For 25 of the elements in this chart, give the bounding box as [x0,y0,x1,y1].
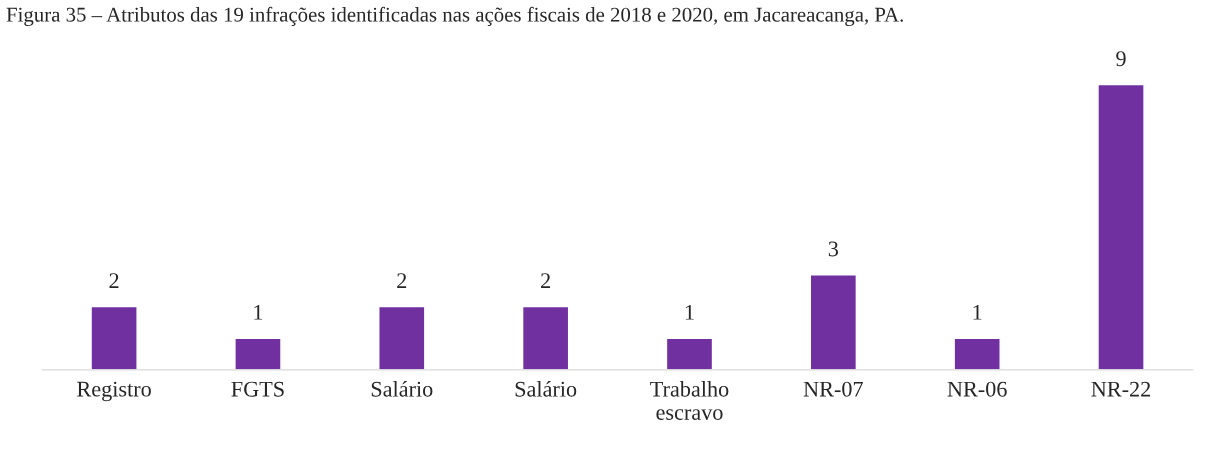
data-label: 1 [254,304,263,320]
bar [234,337,282,370]
bar [90,305,138,370]
x-tick-label: NR-22 [1091,381,1151,397]
bar [665,337,714,370]
data-label: 3 [828,241,839,257]
data-label: 1 [973,304,982,320]
data-label: 1 [685,304,694,320]
x-tick-label: NR-06 [947,381,1007,397]
bar [378,305,426,370]
x-tick-label: NR-07 [803,381,863,397]
bar [809,274,858,370]
bar [953,337,1001,370]
x-tick-label: Salário [515,380,577,397]
data-label: 9 [1116,51,1126,67]
bar [1097,83,1145,370]
x-tick-label: Trabalho escravo [650,381,729,420]
data-label: 2 [397,273,407,288]
x-tick-label: Salário [371,380,433,397]
data-label: 2 [541,273,550,288]
data-label: 2 [109,273,119,288]
x-tick-label: FGTS [231,381,284,397]
bar [521,305,570,370]
chart-title: Figura 35 – Atributos das 19 infrações identificadas nas ações fiscais de 2018 e 2020, em Jacareacanga, PA. [6,6,903,26]
x-tick-label: Registro [77,381,151,402]
